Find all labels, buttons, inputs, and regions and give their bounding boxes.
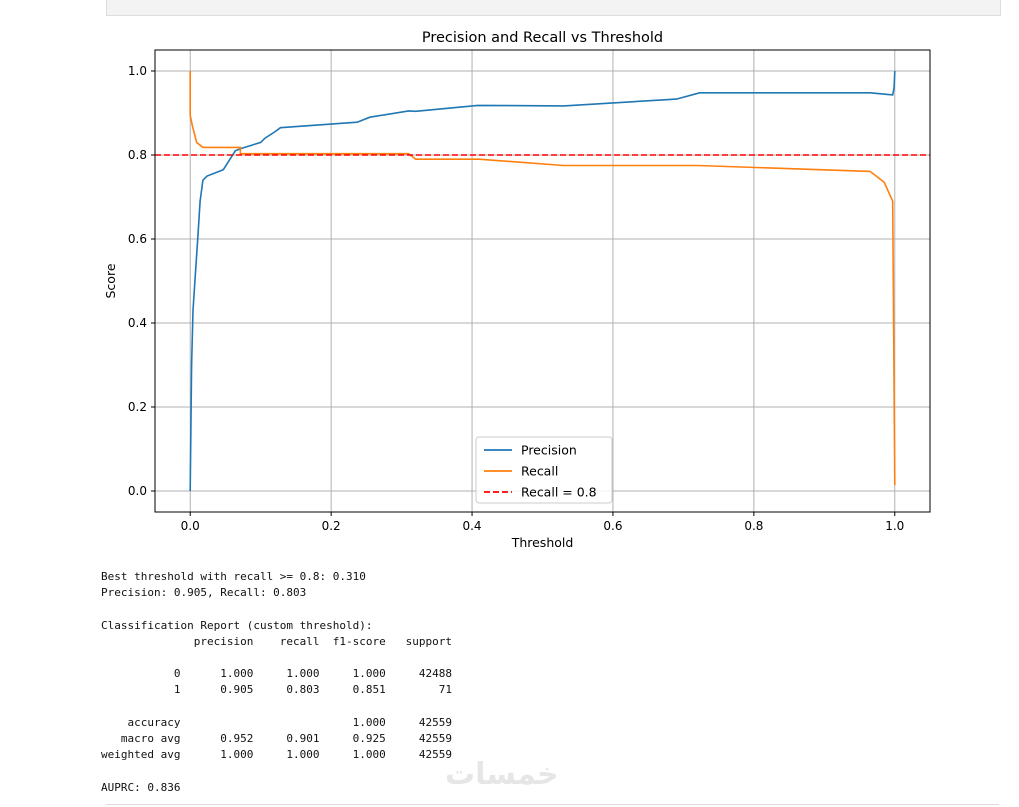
x-tick-label: 0.8 — [744, 519, 763, 533]
output-line: Precision: 0.905, Recall: 0.803 — [101, 586, 307, 600]
y-tick-label: 0.0 — [128, 484, 147, 498]
x-tick-label: 0.0 — [181, 519, 200, 533]
precision-recall-chart: 0.0 0.2 0.4 0.6 0.8 1.0 0.0 0.2 0.4 0.6 0.8 1.0 Prec… — [103, 30, 931, 550]
output-line — [101, 650, 452, 666]
x-tick-label: 0.4 — [462, 519, 481, 533]
divider — [106, 804, 999, 805]
plot-frame — [154, 49, 931, 513]
output-line: Classification Report (custom threshold)… — [101, 618, 373, 632]
y-tick-label: 0.8 — [128, 148, 147, 162]
output-line: Best threshold with recall >= 0.8: 0.310 — [101, 570, 366, 583]
x-tick-label: 1.0 — [885, 519, 904, 533]
output-line — [101, 763, 452, 779]
previous-code-cell — [106, 0, 1001, 16]
legend-label: Recall — [521, 464, 558, 479]
y-tick-label: 0.4 — [128, 316, 147, 330]
y-tick-label: 0.6 — [128, 232, 147, 246]
chart-title: Precision and Recall vs Threshold — [422, 30, 663, 46]
series-precision-line — [189, 70, 896, 492]
output-line: macro avg 0.952 0.901 0.925 42559 — [101, 732, 452, 746]
output-line: weighted avg 1.000 1.000 1.000 42559 — [101, 748, 452, 762]
legend — [475, 436, 613, 504]
watermark-logo: خمسات — [445, 757, 559, 792]
output-line — [101, 601, 452, 617]
output-line — [101, 699, 452, 715]
output-line: AUPRC: 0.836 — [101, 780, 181, 794]
legend-label: Precision — [521, 443, 577, 458]
output-line: 1 0.905 0.803 0.851 71 — [101, 683, 452, 697]
x-axis-label: Threshold — [511, 535, 574, 550]
y-tick-label: 0.2 — [128, 400, 147, 414]
legend-label: Recall = 0.8 — [521, 485, 597, 500]
cell-output: Best threshold with recall >= 0.8: 0.310… — [101, 569, 452, 796]
output-line: accuracy 1.000 42559 — [101, 715, 452, 729]
x-tick-label: 0.2 — [322, 519, 341, 533]
y-tick-label: 1.0 — [128, 64, 147, 78]
series-recall-line — [189, 71, 896, 486]
output-line: precision recall f1-score support — [101, 634, 452, 648]
output-line: 0 1.000 1.000 1.000 42488 — [101, 667, 452, 681]
y-axis-label: Score — [103, 263, 118, 298]
x-tick-label: 0.6 — [603, 519, 622, 533]
